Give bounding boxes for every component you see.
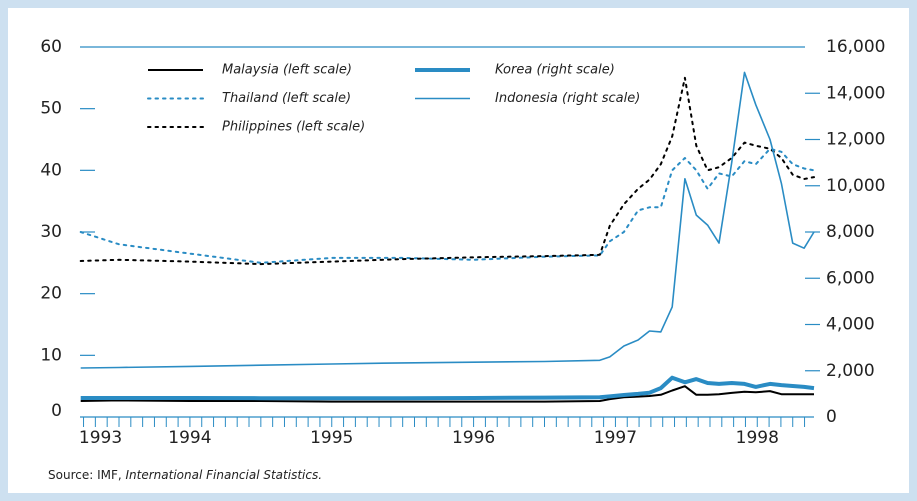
source-prefix: Source: IMF, <box>48 468 122 482</box>
x-tick-label: 1995 <box>310 428 353 448</box>
y2-tick-label: 6,000 <box>826 268 875 288</box>
y2-tick-label: 8,000 <box>826 222 875 242</box>
series-line <box>80 71 815 369</box>
y-tick-label: 60 <box>40 37 62 57</box>
panel <box>8 8 909 493</box>
x-tick-label: 1993 <box>79 428 122 448</box>
y2-tick-label: 12,000 <box>826 130 885 150</box>
legend-label: Philippines (left scale) <box>222 120 365 135</box>
y-tick-label: 30 <box>40 222 62 242</box>
y-tick-label: 10 <box>40 345 62 365</box>
series-line <box>80 385 814 403</box>
x-tick-label: 1996 <box>452 428 495 448</box>
y2-tick-label: 14,000 <box>826 83 885 103</box>
y2-tick-label: 16,000 <box>826 37 885 57</box>
y-tick-label: 0 <box>51 401 62 421</box>
y-tick-label: 20 <box>40 284 62 304</box>
y2-tick-label: 10,000 <box>826 176 885 196</box>
y-tick-label: 40 <box>40 160 62 180</box>
y2-tick-label: 2,000 <box>826 361 875 381</box>
legend-label: Indonesia (right scale) <box>495 91 640 106</box>
legend-label: Korea (right scale) <box>495 63 615 78</box>
x-tick-label: 1994 <box>168 428 211 448</box>
legend-label: Thailand (left scale) <box>222 91 351 106</box>
series-line <box>79 147 815 264</box>
x-tick-label: 1998 <box>736 428 779 448</box>
source-note: Source: IMF, International Financial Sta… <box>48 468 322 482</box>
legend-label: Malaysia (left scale) <box>222 63 352 78</box>
x-tick-label: 1997 <box>594 428 637 448</box>
y2-tick-label: 4,000 <box>826 315 875 335</box>
series-line <box>79 76 815 266</box>
series-line <box>80 375 815 401</box>
y-tick-label: 50 <box>40 99 62 119</box>
source-publication: International Financial Statistics. <box>126 468 323 482</box>
y2-tick-label: 0 <box>826 407 837 427</box>
